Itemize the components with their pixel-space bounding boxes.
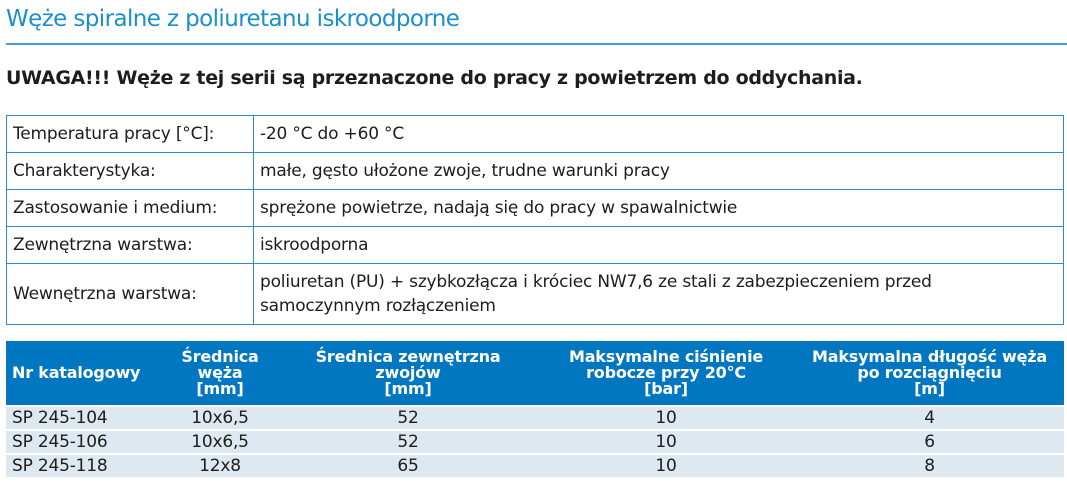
warning-notice: UWAGA!!! Węże z tej serii są przeznaczon… — [6, 67, 863, 89]
cell-max-length: 8 — [795, 453, 1064, 477]
spec-label: Temperatura pracy [°C]: — [6, 115, 254, 153]
spec-row: Charakterystyka: małe, gęsto ułożone zwo… — [6, 152, 1064, 190]
cell-coil-diameter: 65 — [279, 453, 537, 477]
cell-max-length: 4 — [795, 405, 1064, 430]
cell-max-pressure: 10 — [537, 453, 795, 477]
table-row: SP 245-106 10x6,5 52 10 6 — [6, 429, 1064, 454]
cell-max-length: 6 — [795, 429, 1064, 454]
spec-row: Zewnętrzna warstwa: iskroodporna — [6, 226, 1064, 264]
spec-value: poliuretan (PU) + szybkozłącza i króciec… — [253, 263, 1064, 325]
spec-value: małe, gęsto ułożone zwoje, trudne warunk… — [253, 152, 1064, 190]
cell-catalog-number: SP 245-118 — [6, 453, 161, 477]
table-row: SP 245-118 12x8 65 10 8 — [6, 453, 1064, 477]
header-catalog-number: Nr katalogowy — [6, 341, 161, 406]
header-coil-outer-diameter: Średnica zewnętrzna zwojów [mm] — [279, 341, 537, 406]
spec-value: -20 °C do +60 °C — [253, 115, 1064, 153]
cell-catalog-number: SP 245-106 — [6, 429, 161, 454]
header-max-pressure: Maksymalne ciśnienie robocze przy 20°C [… — [537, 341, 795, 406]
spec-value: sprężone powietrze, nadają się do pracy … — [253, 189, 1064, 227]
spec-label: Charakterystyka: — [6, 152, 254, 190]
spec-value-line: poliuretan (PU) + szybkozłącza i króciec… — [260, 272, 932, 292]
header-hose-diameter: Średnica węża [mm] — [161, 341, 279, 406]
cell-max-pressure: 10 — [537, 405, 795, 430]
cell-coil-diameter: 52 — [279, 429, 537, 454]
cell-catalog-number: SP 245-104 — [6, 405, 161, 430]
cell-hose-diameter: 12x8 — [161, 453, 279, 477]
spec-value: iskroodporna — [253, 226, 1064, 264]
spec-table: Temperatura pracy [°C]: -20 °C do +60 °C… — [6, 115, 1064, 325]
spec-row: Zastosowanie i medium: sprężone powietrz… — [6, 189, 1064, 227]
spec-row: Wewnętrzna warstwa: poliuretan (PU) + sz… — [6, 263, 1064, 325]
product-header-row: Nr katalogowy Średnica węża [mm] Średnic… — [6, 341, 1064, 406]
header-max-length: Maksymalna długość węża po rozciągnięciu… — [795, 341, 1064, 406]
cell-max-pressure: 10 — [537, 429, 795, 454]
spec-row: Temperatura pracy [°C]: -20 °C do +60 °C — [6, 115, 1064, 153]
spec-value-line: samoczynnym rozłączeniem — [260, 296, 496, 316]
table-row: SP 245-104 10x6,5 52 10 4 — [6, 405, 1064, 430]
product-table: Nr katalogowy Średnica węża [mm] Średnic… — [6, 341, 1064, 477]
title-divider — [6, 43, 1067, 45]
spec-label: Zastosowanie i medium: — [6, 189, 254, 227]
page-title: Węże spiralne z poliuretanu iskroodporne — [6, 6, 460, 32]
spec-label: Wewnętrzna warstwa: — [6, 263, 254, 325]
spec-label: Zewnętrzna warstwa: — [6, 226, 254, 264]
cell-hose-diameter: 10x6,5 — [161, 429, 279, 454]
cell-coil-diameter: 52 — [279, 405, 537, 430]
cell-hose-diameter: 10x6,5 — [161, 405, 279, 430]
